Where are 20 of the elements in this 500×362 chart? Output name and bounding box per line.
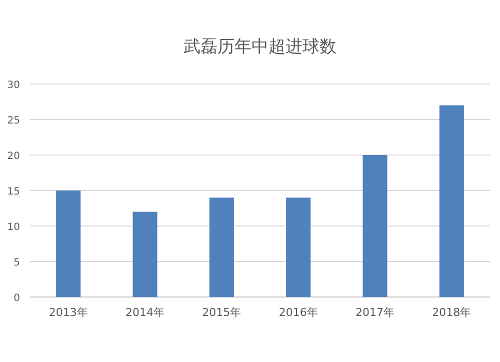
bar	[132, 212, 158, 297]
x-tick-label: 2015年	[202, 306, 242, 319]
y-tick-label: 30	[7, 80, 20, 91]
y-tick-label: 5	[14, 258, 20, 268]
x-tick-label: 2014年	[126, 306, 164, 319]
chart-title: 武磊历年中超进球数	[184, 37, 336, 57]
y-tick-label: 10	[7, 222, 20, 233]
bar	[362, 155, 388, 297]
bar	[286, 198, 311, 297]
x-tick-label: 2013年	[48, 306, 88, 319]
x-tick-label: 2017年	[356, 306, 394, 319]
bar	[439, 105, 464, 297]
y-tick-label: 0	[14, 293, 20, 304]
y-tick-label: 20	[7, 151, 20, 162]
x-tick-label: 2016年	[278, 306, 318, 319]
x-tick-label: 2018年	[432, 306, 472, 319]
y-tick-label: 25	[7, 116, 20, 126]
y-tick-label: 15	[7, 186, 20, 198]
bar	[56, 190, 81, 297]
bar	[209, 198, 234, 297]
